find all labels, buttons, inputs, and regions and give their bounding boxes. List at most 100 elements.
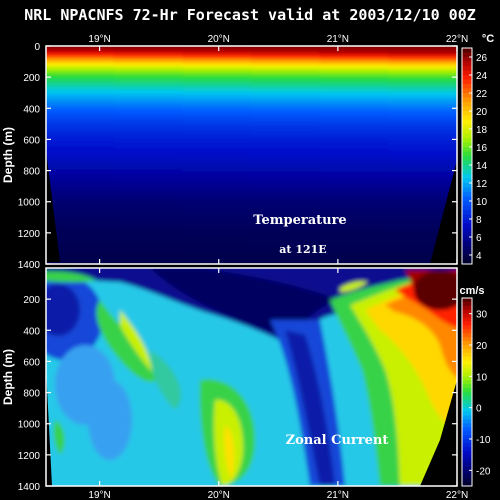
temperature-y-axis-label: Depth (m) — [1, 127, 15, 183]
colorbar-segment — [462, 321, 472, 327]
y-tick-label: 1200 — [18, 229, 41, 240]
temperature-bathymetry-left — [46, 46, 60, 262]
temperature-panel-sublabel: at 121E — [279, 243, 326, 256]
colorbar-segment — [462, 223, 472, 229]
colorbar-segment — [462, 93, 472, 99]
colorbar-segment — [462, 250, 472, 256]
colorbar-segment — [462, 458, 472, 464]
colorbar-segment — [462, 298, 472, 303]
y-tick-label: 1400 — [18, 260, 41, 271]
chart-title: NRL NPACNFS 72-Hr Forecast valid at 2003… — [24, 6, 476, 24]
colorbar-segment — [462, 478, 472, 483]
colorbar-segment — [462, 305, 472, 311]
y-tick-label: 1000 — [18, 420, 41, 431]
colorbar-segment — [462, 237, 472, 243]
colorbar-segment — [462, 380, 472, 385]
colorbar-segment — [462, 442, 472, 448]
zonal-colorbar-unit: cm/s — [459, 285, 484, 297]
colorbar-segment — [462, 466, 472, 471]
colorbar-segment — [462, 88, 472, 94]
colorbar-segment — [462, 160, 472, 166]
colorbar-frame — [461, 297, 473, 487]
colorbar-segment — [462, 57, 472, 63]
colorbar-segment — [462, 124, 472, 130]
colorbar-segment — [462, 395, 472, 401]
colorbar-segment — [462, 120, 472, 126]
colorbar-segment — [462, 102, 472, 108]
colorbar-segment — [462, 52, 472, 58]
colorbar-segment — [462, 133, 472, 139]
zonal-current-field — [46, 268, 457, 486]
colorbar-segment — [462, 201, 472, 207]
y-tick-label: 400 — [23, 104, 40, 115]
colorbar-segment — [462, 174, 472, 180]
temperature-x-axis: 19°N 20°N 21°N 22°N — [88, 34, 468, 264]
colorbar-segment — [462, 183, 472, 189]
colorbar-tick-label: 14 — [476, 161, 488, 172]
colorbar-segment — [462, 482, 472, 487]
colorbar-segment — [462, 345, 472, 350]
colorbar-tick-label: 4 — [476, 251, 482, 262]
zonal-colorbar: 30 20 10 0 -10 -20 — [461, 297, 491, 487]
colorbar-segment — [462, 97, 472, 103]
colorbar-segment — [462, 325, 472, 330]
temperature-field — [46, 46, 457, 264]
colorbar-segment — [462, 384, 472, 389]
colorbar-segment — [462, 61, 472, 67]
colorbar-segment — [462, 427, 472, 432]
colorbar-segment — [462, 219, 472, 225]
temperature-panel-label: Temperature — [253, 213, 346, 228]
colorbar-segment — [462, 376, 472, 381]
colorbar-segment — [462, 439, 472, 444]
colorbar-tick-label: 26 — [476, 53, 488, 64]
y-tick-label: 1200 — [18, 451, 41, 462]
colorbar-segment — [462, 111, 472, 117]
x-tick-label: 22°N — [446, 34, 468, 45]
zonal-x-axis: 19°N 20°N 21°N 22°N — [88, 268, 468, 500]
colorbar-segment — [462, 470, 472, 475]
colorbar-segment — [462, 228, 472, 234]
colorbar-segment — [462, 196, 472, 202]
colorbar-tick-label: 18 — [476, 125, 488, 136]
colorbar-segment — [462, 255, 472, 261]
temperature-bathymetry-right — [430, 46, 457, 264]
colorbar-tick-label: 0 — [476, 404, 482, 415]
zonal-bathymetry-left — [46, 268, 52, 486]
colorbar-segment — [462, 419, 472, 424]
colorbar-segment — [462, 392, 472, 397]
colorbar-segment — [462, 454, 472, 460]
colorbar-segment — [462, 259, 472, 265]
colorbar-segment — [462, 192, 472, 198]
colorbar-segment — [462, 48, 472, 54]
colorbar-segment — [462, 75, 472, 81]
colorbar-segment — [462, 368, 472, 374]
x-tick-label: 22°N — [446, 490, 468, 500]
colorbar-segment — [462, 129, 472, 135]
colorbar-segment — [462, 364, 472, 370]
colorbar-segment — [462, 309, 472, 315]
zonal-y-axis: 200 400 600 800 1000 1200 1400 — [18, 295, 457, 493]
temperature-colorbar: 4 6 8 10 12 14 16 18 20 22 24 26 — [461, 47, 488, 265]
y-tick-label: 800 — [23, 389, 40, 400]
colorbar-tick-label: 12 — [476, 179, 488, 190]
colorbar-segment — [462, 246, 472, 252]
colorbar-segment — [462, 210, 472, 216]
colorbar-segment — [462, 356, 472, 362]
colorbar-segment — [462, 337, 472, 342]
colorbar-segment — [462, 214, 472, 220]
colorbar-segment — [462, 115, 472, 121]
colorbar-segment — [462, 151, 472, 157]
colorbar-segment — [462, 301, 472, 307]
colorbar-segment — [462, 241, 472, 247]
x-tick-label: 21°N — [327, 490, 349, 500]
colorbar-segment — [462, 169, 472, 175]
colorbar-segment — [462, 446, 472, 452]
y-tick-label: 200 — [23, 73, 40, 84]
colorbar-segment — [462, 411, 472, 417]
zonal-current-panel: 19°N 20°N 21°N 22°N 20040060080010001200140… — [1, 267, 491, 500]
y-tick-label: 400 — [23, 326, 40, 337]
colorbar-tick-label: -20 — [476, 466, 491, 477]
colorbar-segment — [462, 232, 472, 238]
y-tick-label: 800 — [23, 167, 40, 178]
temperature-y-axis: 0 200 400 600 800 1000 1200 1400 — [18, 42, 457, 271]
